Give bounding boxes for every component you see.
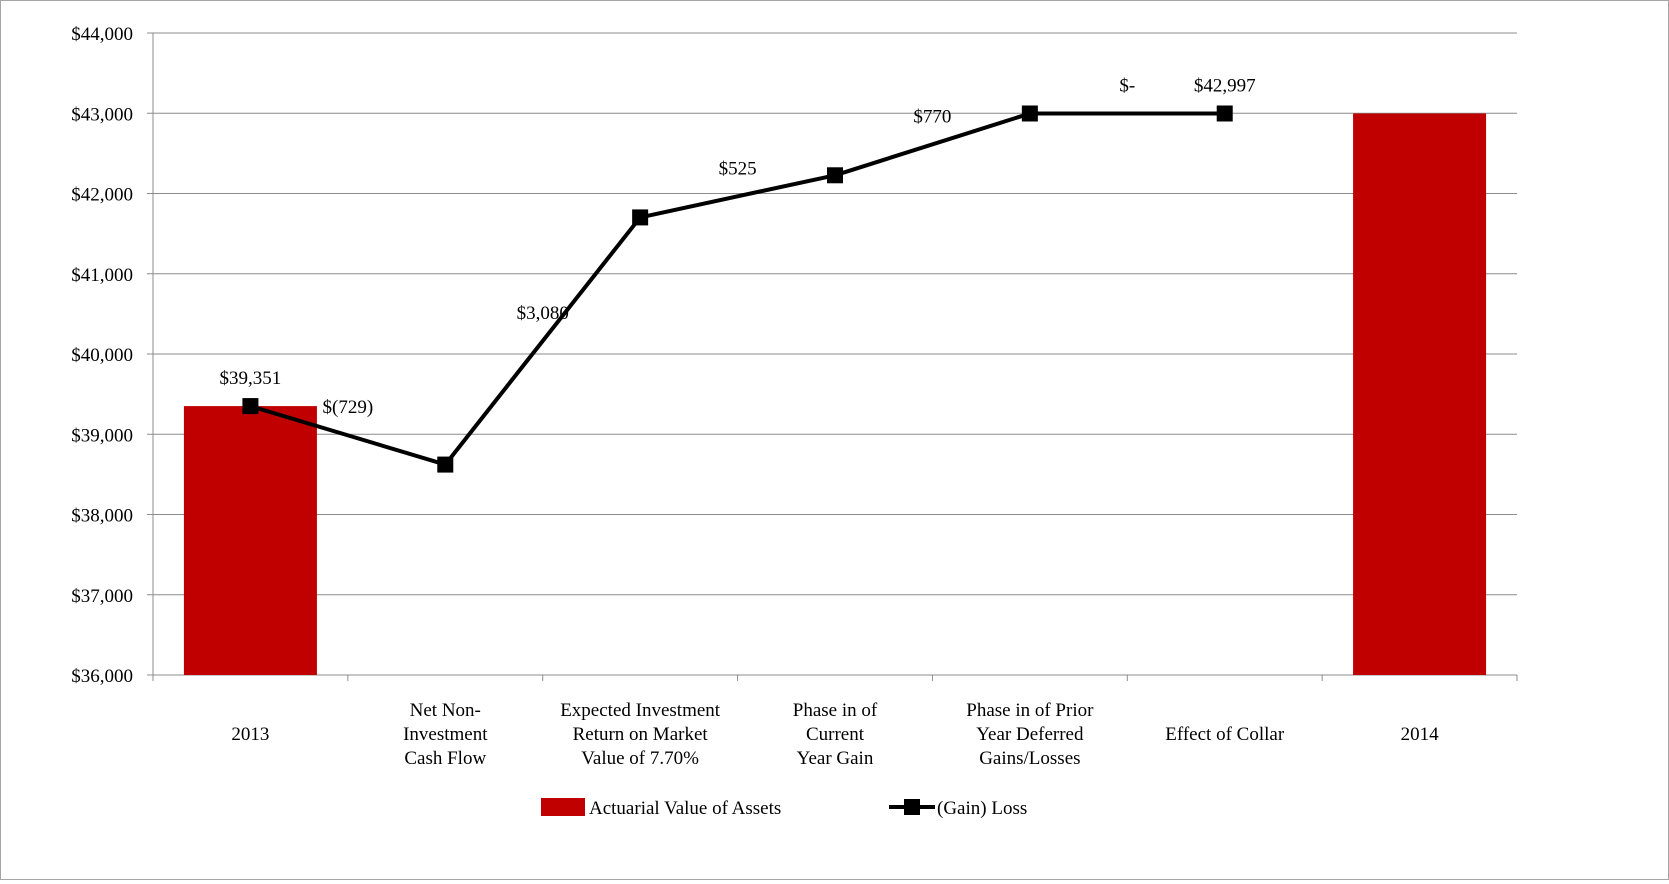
category-label: 2013 (231, 724, 269, 745)
legend-label-line: (Gain) Loss (937, 798, 1027, 819)
line-point-marker (1216, 105, 1233, 122)
legend-swatch-bar (541, 798, 585, 816)
series-line (249, 111, 1225, 467)
y-tick-label: $40,000 (71, 345, 133, 366)
line-point-marker (827, 167, 843, 184)
category-label-line: 2014 (1401, 724, 1440, 745)
category-label-line: Investment (403, 724, 488, 745)
legend: Actuarial Value of Assets (Gain) Loss (541, 798, 1027, 819)
data-label: $3,080 (517, 303, 569, 324)
category-label: Phase in of Current Year Gain (793, 700, 878, 769)
legend-label-bar: Actuarial Value of Assets (589, 798, 781, 819)
category-label: Expected Investment Return on Market Value… (560, 700, 721, 769)
category-labels: 2013 Net Non- Investment Cash Flow Expected … (231, 700, 1439, 769)
line-point-marker (242, 398, 259, 415)
category-label-line: Cash Flow (404, 748, 486, 769)
category-label-line: Phase in of (793, 700, 878, 721)
data-label: $42,997 (1194, 75, 1256, 96)
y-tick-label: $44,000 (71, 24, 133, 45)
line-point-marker (437, 456, 454, 473)
category-label: 2014 (1401, 724, 1440, 745)
category-label-line: Year Gain (797, 748, 874, 769)
y-tick-label: $39,000 (71, 425, 133, 446)
line-point-marker (1021, 105, 1038, 122)
y-tick-label: $41,000 (71, 265, 133, 286)
bar (1353, 113, 1487, 676)
data-label: $- (1119, 75, 1135, 96)
y-axis-ticks: $36,000 $37,000 $38,000 $39,000 $40,000 $41,0… (71, 24, 133, 687)
line-series (242, 105, 1233, 473)
data-labels: $39,351 $(729) $3,080 $525 $770 $- $42,997 (220, 75, 1256, 418)
category-label-line: Net Non- (410, 700, 481, 721)
category-label-line: Return on Market (573, 724, 709, 745)
y-tick-label: $37,000 (71, 586, 133, 607)
y-tick-label: $42,000 (71, 185, 133, 206)
y-tick-label: $43,000 (71, 104, 133, 125)
category-label: Effect of Collar (1165, 724, 1285, 745)
category-label-line: Expected Investment (560, 700, 721, 721)
category-label: Phase in of Prior Year Deferred Gains/Loss… (966, 700, 1094, 769)
bar (183, 406, 317, 675)
data-label: $39,351 (220, 368, 282, 389)
line-point-marker (632, 209, 649, 226)
category-label-line: Value of 7.70% (581, 748, 699, 769)
category-label-line: Current (806, 724, 865, 745)
category-label-line: Effect of Collar (1165, 724, 1285, 745)
category-label: Net Non- Investment Cash Flow (403, 700, 488, 769)
bar-series (183, 113, 1487, 676)
category-label-line: Phase in of Prior (966, 700, 1094, 721)
legend-swatch-marker (904, 799, 920, 815)
category-label-line: Year Deferred (976, 724, 1084, 745)
data-label: $525 (719, 159, 757, 180)
category-label-line: Gains/Losses (979, 748, 1080, 769)
y-tick-label: $36,000 (71, 666, 133, 687)
data-label: $770 (913, 107, 951, 128)
grid-layer (147, 32, 1518, 681)
data-label: $(729) (323, 397, 374, 418)
y-tick-label: $38,000 (71, 506, 133, 527)
category-label-line: 2013 (231, 724, 269, 745)
